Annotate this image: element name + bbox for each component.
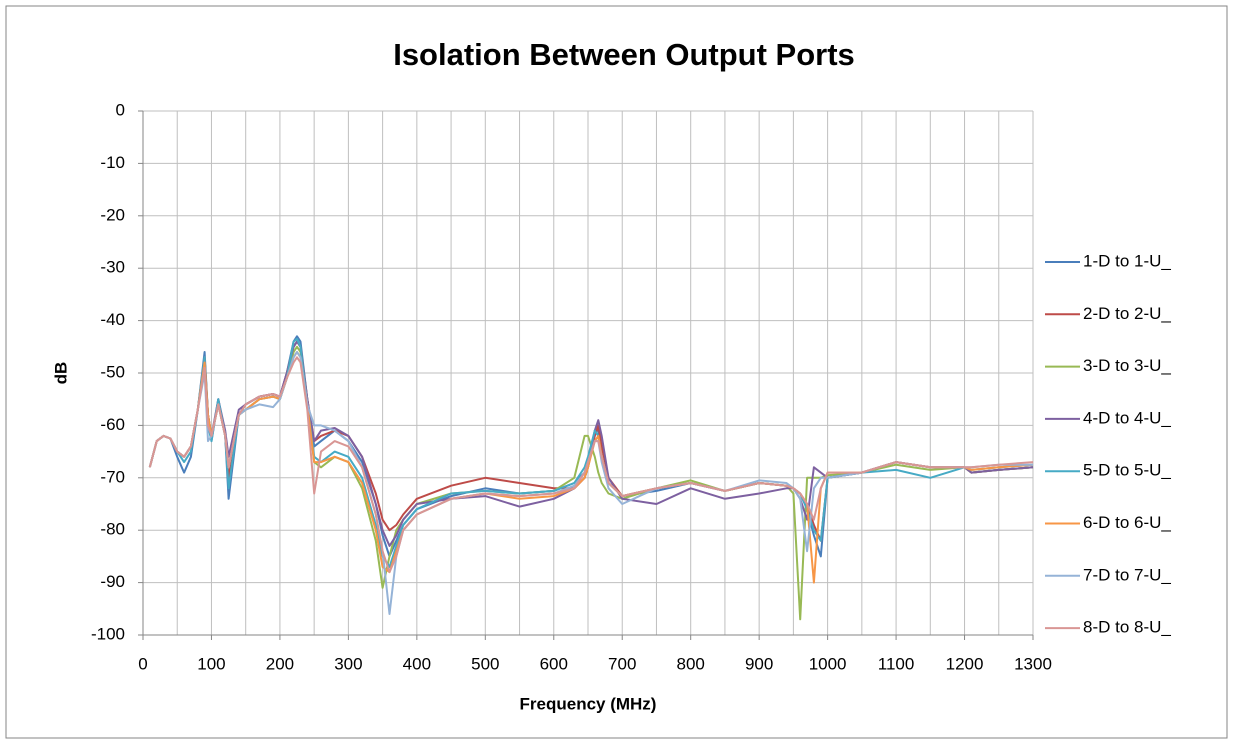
x-tick-label: 0 [138,654,147,673]
y-tick-label: -50 [100,362,125,381]
x-tick-label: 1200 [946,654,984,673]
x-tick-label: 1100 [878,654,915,673]
y-tick-label: -30 [100,258,125,277]
chart-border [5,5,1228,739]
legend-label: 2-D to 2-U_ [1083,304,1171,323]
x-tick-label: 500 [471,654,499,673]
y-tick-label: -90 [100,572,125,591]
x-tick-label: 700 [608,654,636,673]
chart-title: Isolation Between Output Ports [393,37,855,72]
y-tick-label: 0 [116,100,125,119]
x-tick-label: 400 [403,654,431,673]
y-tick-label: -70 [100,467,125,486]
legend-label: 1-D to 1-U_ [1083,251,1171,270]
x-tick-label: 200 [266,654,294,673]
x-tick-label: 100 [197,654,225,673]
legend-label: 6-D to 6-U_ [1083,513,1171,532]
x-tick-label: 900 [745,654,773,673]
legend-label: 3-D to 3-U_ [1083,356,1171,375]
y-tick-label: -80 [100,520,125,539]
y-tick-label: -40 [100,310,125,329]
y-axis-label: dB [51,362,70,385]
x-tick-label: 800 [677,654,705,673]
y-tick-label: -60 [100,415,125,434]
y-tick-label: -20 [100,205,125,224]
legend-label: 7-D to 7-U_ [1083,565,1171,584]
x-tick-label: 600 [540,654,568,673]
legend-label: 5-D to 5-U_ [1083,461,1171,480]
y-tick-label: -10 [100,153,125,172]
y-tick-label: -100 [91,624,125,643]
legend-label: 8-D to 8-U_ [1083,618,1171,637]
x-tick-label: 1000 [809,654,847,673]
x-tick-label: 1300 [1014,654,1052,673]
legend-label: 4-D to 4-U_ [1083,408,1171,427]
x-tick-label: 300 [334,654,362,673]
x-axis-label: Frequency (MHz) [520,694,657,713]
series-line [148,356,1034,574]
